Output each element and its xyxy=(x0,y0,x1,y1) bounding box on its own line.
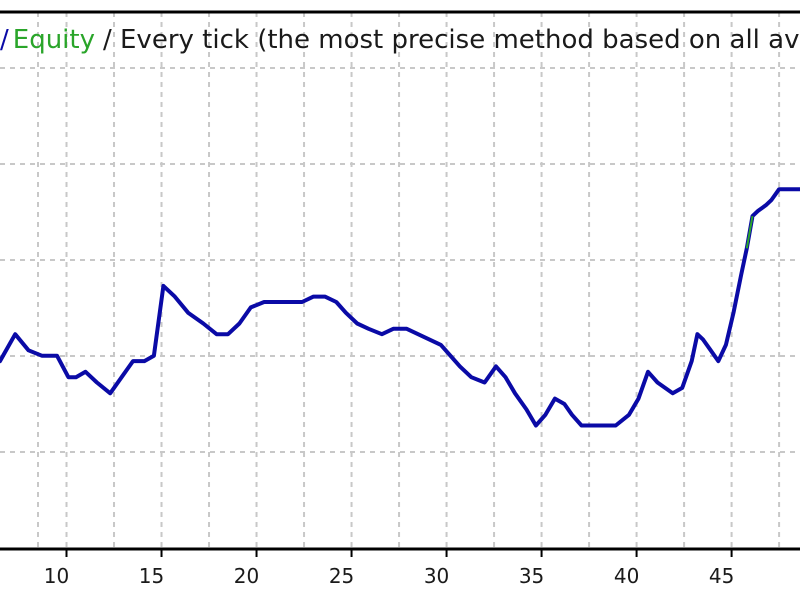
grid xyxy=(0,12,800,549)
x-tick-label-30: 30 xyxy=(424,564,449,588)
x-tick-label-45: 45 xyxy=(709,564,734,588)
x-tick-label-40: 40 xyxy=(614,564,639,588)
chart-frame xyxy=(0,10,800,551)
series-layer xyxy=(0,187,800,428)
x-tick-label-25: 25 xyxy=(329,564,354,588)
legend-description: / Every tick (the most precise method ba… xyxy=(103,25,800,55)
x-axis-ticks: 10 15 20 25 30 35 40 45 xyxy=(44,549,734,588)
x-tick-label-20: 20 xyxy=(234,564,259,588)
legend-equity-label: Equity xyxy=(13,25,95,55)
equity-line-segment xyxy=(745,215,754,249)
x-tick-label-35: 35 xyxy=(519,564,544,588)
legend: / Equity / Every tick (the most precise me… xyxy=(0,25,800,55)
x-tick-label-15: 15 xyxy=(139,564,164,588)
series-line-1 xyxy=(0,187,800,428)
x-tick-label-10: 10 xyxy=(44,564,69,588)
legend-prefix: / xyxy=(0,25,9,55)
